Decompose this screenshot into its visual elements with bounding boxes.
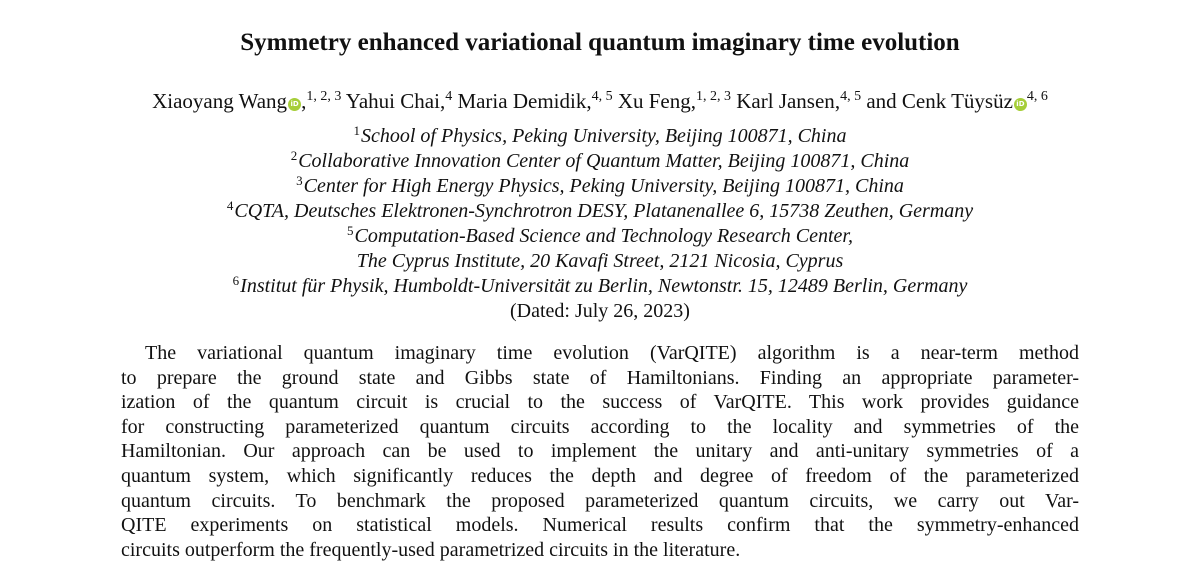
- author-name: and Cenk Tüysüz: [866, 89, 1013, 113]
- affiliation-number: 4: [226, 198, 234, 213]
- abstract-line: ization of the quantum circuit is crucia…: [121, 391, 1079, 414]
- abstract-line: The variational quantum imaginary time e…: [145, 342, 1079, 364]
- author-affiliation-marks: 4: [445, 89, 453, 104]
- abstract-line: Hamiltonian. Our approach can be used to…: [121, 440, 1079, 463]
- author-tuysuz: and Cenk Tüysüz iD 4, 6: [866, 89, 1048, 113]
- affiliation-number: 1: [353, 123, 361, 138]
- affiliation-number: 5: [347, 223, 354, 238]
- author-name: Xu Feng: [617, 89, 691, 113]
- affiliation-text: Institut für Physik, Humboldt-Universitä…: [240, 275, 968, 297]
- affiliation-text: The Cyprus Institute, 20 Kavafi Street, …: [356, 250, 844, 272]
- affiliation-6: 6Institut für Physik, Humboldt-Universit…: [0, 274, 1200, 299]
- author-affiliation-marks: 4, 5: [840, 89, 862, 104]
- affiliation-5: 5Computation-Based Science and Technolog…: [0, 224, 1200, 249]
- author-name: Maria Demidik: [457, 89, 587, 113]
- affiliation-text: School of Physics, Peking University, Be…: [361, 125, 847, 147]
- affiliation-list: 1School of Physics, Peking University, B…: [0, 124, 1200, 324]
- author-affiliation-marks: 4, 6: [1026, 89, 1048, 104]
- affiliation-1: 1School of Physics, Peking University, B…: [0, 124, 1200, 149]
- author-feng: Xu Feng,1, 2, 3: [617, 89, 731, 113]
- author-chai: Yahui Chai,4: [345, 89, 453, 113]
- abstract-line: circuits outperform the frequently-used …: [121, 538, 741, 561]
- affiliation-3: 3Center for High Energy Physics, Peking …: [0, 174, 1200, 199]
- paper-title: Symmetry enhanced variational quantum im…: [240, 29, 960, 56]
- author-demidik: Maria Demidik,4, 5: [457, 89, 613, 113]
- affiliation-text: Center for High Energy Physics, Peking U…: [303, 175, 904, 197]
- author-list: Xiaoyang Wang iD ,1, 2, 3 Yahui Chai,4 Mar…: [0, 87, 1200, 115]
- author-name: Xiaoyang Wang: [152, 89, 288, 113]
- author-jansen: Karl Jansen,4, 5: [736, 89, 862, 113]
- affiliation-text: CQTA, Deutsches Elektronen-Synchrotron D…: [234, 200, 974, 222]
- orcid-icon[interactable]: iD: [288, 98, 302, 111]
- abstract: The variational quantum imaginary time e…: [121, 341, 1079, 562]
- dated-line: (Dated: July 26, 2023): [510, 300, 690, 322]
- affiliation-text: Collaborative Innovation Center of Quant…: [298, 150, 910, 172]
- abstract-line: quantum circuits. To benchmark the propo…: [121, 489, 1079, 512]
- affiliation-text: Computation-Based Science and Technology…: [354, 225, 853, 247]
- orcid-icon[interactable]: iD: [1013, 98, 1027, 111]
- author-name: Karl Jansen: [736, 89, 835, 113]
- affiliation-number: 3: [296, 173, 303, 188]
- abstract-line: to prepare the ground state and Gibbs st…: [121, 366, 1079, 389]
- abstract-line: for constructing parameterized quantum c…: [121, 415, 1079, 438]
- author-affiliation-marks: 1, 2, 3: [696, 89, 731, 104]
- affiliation-number: 2: [290, 148, 298, 163]
- abstract-line: quantum system, which significantly redu…: [121, 464, 1079, 487]
- author-affiliation-marks: 1, 2, 3: [306, 89, 342, 104]
- affiliation-number: 6: [232, 273, 240, 288]
- affiliation-5-continued: The Cyprus Institute, 20 Kavafi Street, …: [0, 249, 1200, 274]
- author-wang: Xiaoyang Wang iD ,1, 2, 3: [152, 89, 342, 113]
- author-name: Yahui Chai: [345, 89, 440, 113]
- author-affiliation-marks: 4, 5: [591, 89, 613, 104]
- abstract-line: QITE experiments on statistical models. …: [121, 514, 1079, 537]
- affiliation-2: 2Collaborative Innovation Center of Quan…: [0, 149, 1200, 174]
- affiliation-4: 4CQTA, Deutsches Elektronen-Synchrotron …: [0, 199, 1200, 224]
